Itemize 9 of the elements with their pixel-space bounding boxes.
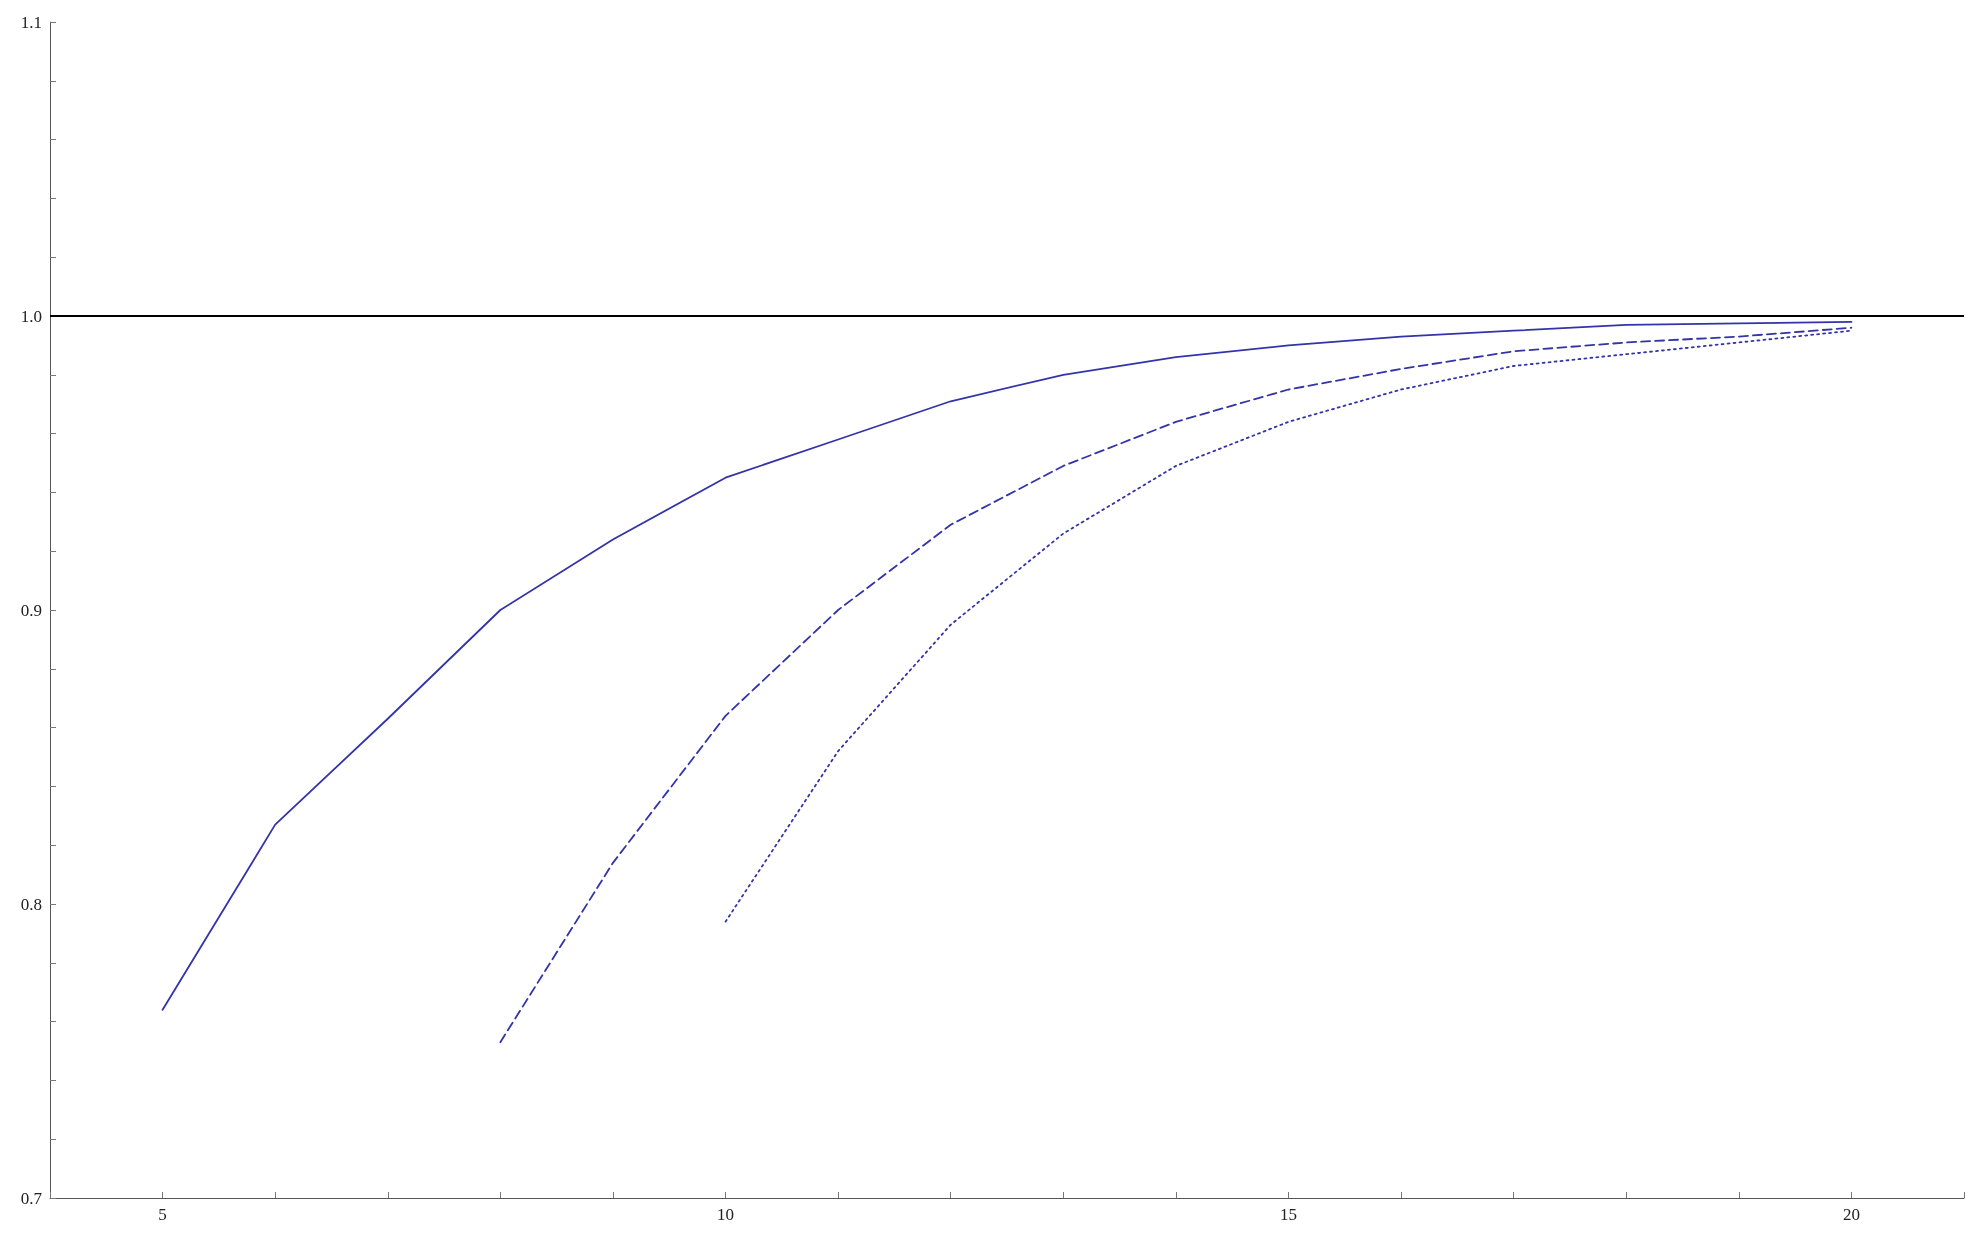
x-tick-label: 15 bbox=[1279, 1205, 1297, 1224]
y-tick-label: 0.7 bbox=[20, 1188, 43, 1208]
y-tick-label: 0.8 bbox=[20, 894, 42, 914]
x-tick-label: 20 bbox=[1842, 1205, 1860, 1224]
y-tick-label: 1.0 bbox=[20, 306, 42, 326]
y-tick-label: 1.1 bbox=[20, 12, 42, 32]
y-tick-label: 0.9 bbox=[20, 600, 42, 620]
x-tick-label: 10 bbox=[717, 1205, 735, 1224]
x-tick-label: 5 bbox=[158, 1205, 167, 1224]
